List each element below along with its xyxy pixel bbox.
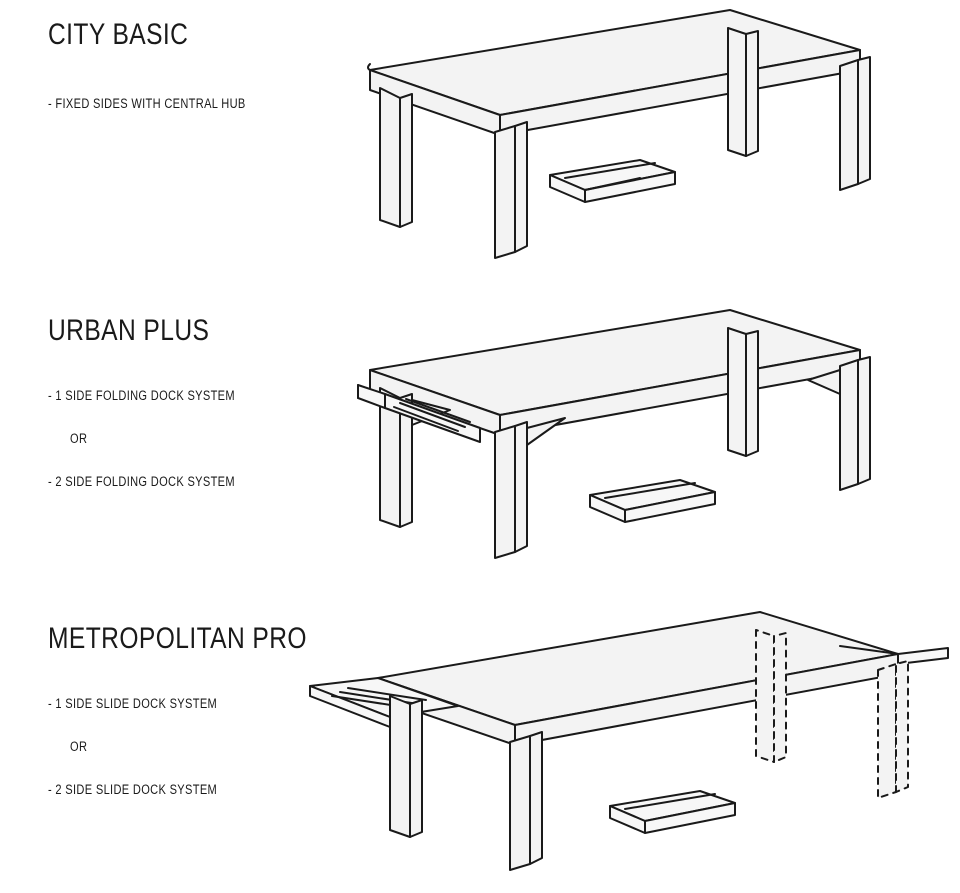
product-diagram-page: CITY BASIC - FIXED SIDES WITH CENTRAL HU… <box>0 0 960 893</box>
illustration-city-basic <box>330 0 890 260</box>
tray-icon <box>610 791 735 833</box>
feature-line: - 1 SIDE FOLDING DOCK SYSTEM <box>48 388 286 403</box>
illustration-metropolitan-pro <box>300 600 960 890</box>
text-col-city-basic: CITY BASIC - FIXED SIDES WITH CENTRAL HU… <box>48 18 338 111</box>
feature-line: - FIXED SIDES WITH CENTRAL HUB <box>48 96 286 111</box>
tray-icon <box>590 480 715 522</box>
title-city-basic: CITY BASIC <box>48 18 286 52</box>
feature-line: OR <box>70 739 290 754</box>
feature-line: - 2 SIDE FOLDING DOCK SYSTEM <box>48 474 286 489</box>
tray-icon <box>550 160 675 202</box>
row-metropolitan-pro: METROPOLITAN PRO - 1 SIDE SLIDE DOCK SYS… <box>0 600 960 893</box>
text-col-urban-plus: URBAN PLUS - 1 SIDE FOLDING DOCK SYSTEM … <box>48 314 338 489</box>
feature-line: - 1 SIDE SLIDE DOCK SYSTEM <box>48 696 286 711</box>
table-icon <box>300 600 960 890</box>
title-metropolitan-pro: METROPOLITAN PRO <box>48 622 286 656</box>
feature-line: - 2 SIDE SLIDE DOCK SYSTEM <box>48 782 286 797</box>
row-urban-plus: URBAN PLUS - 1 SIDE FOLDING DOCK SYSTEM … <box>0 300 960 590</box>
row-city-basic: CITY BASIC - FIXED SIDES WITH CENTRAL HU… <box>0 0 960 290</box>
illustration-urban-plus <box>330 300 890 570</box>
feature-line: OR <box>70 431 290 446</box>
text-col-metropolitan-pro: METROPOLITAN PRO - 1 SIDE SLIDE DOCK SYS… <box>48 622 338 797</box>
table-icon <box>330 0 890 260</box>
table-icon <box>330 300 890 570</box>
title-urban-plus: URBAN PLUS <box>48 314 286 348</box>
